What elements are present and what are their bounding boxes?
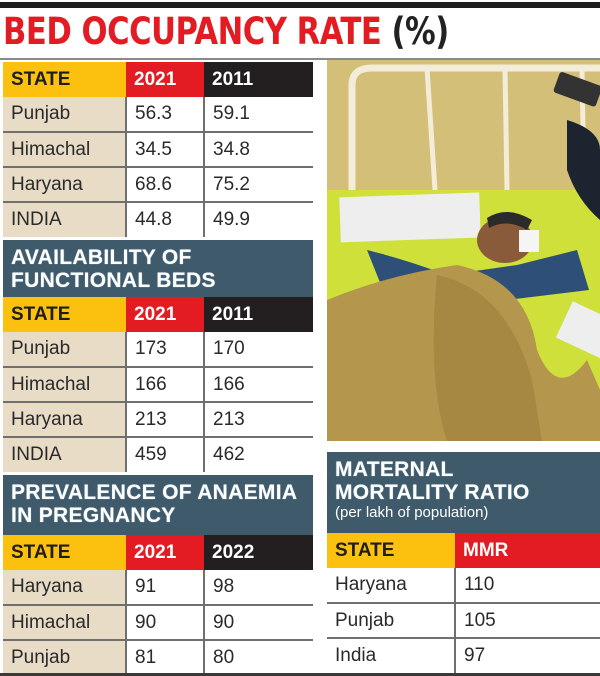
cell-value: 56.3: [126, 97, 205, 133]
table-header-row: STATE 2021 2011: [3, 62, 313, 97]
table-row: Himachal 90 90: [3, 605, 313, 641]
cell-value: 173: [126, 332, 205, 368]
column-header-year-1: 2021: [126, 535, 204, 570]
cell-state: Punjab: [3, 332, 127, 368]
column-header-mmr: MMR: [455, 533, 600, 568]
table-row: INDIA 44.8 49.9: [3, 202, 313, 237]
section-title-line-2: MORTALITY RATIO: [335, 481, 530, 504]
cell-value: 91: [126, 570, 205, 606]
column-header-year-2: 2011: [204, 297, 313, 332]
section-title-line-1: AVAILABILITY OF: [11, 246, 192, 269]
cell-state: Haryana: [3, 570, 127, 606]
column-header-state: STATE: [327, 533, 455, 568]
cell-value: 75.2: [204, 167, 313, 203]
cell-value: 90: [126, 605, 205, 641]
cell-value: 170: [204, 332, 313, 368]
cell-state: Punjab: [327, 603, 456, 639]
page-title: BED OCCUPANCY RATE (%): [3, 10, 449, 54]
functional-beds-table: AVAILABILITY OF FUNCTIONAL BEDS STATE 20…: [3, 240, 313, 472]
title-main: BED OCCUPANCY RATE: [3, 10, 382, 53]
section-header: PREVALENCE OF ANAEMIA IN PREGNANCY: [3, 475, 313, 535]
section-title-line-2: FUNCTIONAL BEDS: [11, 269, 216, 292]
table-row: Punjab 173 170: [3, 332, 313, 368]
column-header-state: STATE: [3, 62, 126, 97]
table-row: Punjab 56.3 59.1: [3, 97, 313, 133]
column-header-year-2: 2011: [204, 62, 313, 97]
section-subtitle: (per lakh of population): [335, 504, 489, 521]
cell-state: Himachal: [3, 367, 127, 403]
cell-value: 49.9: [213, 209, 250, 230]
table-row: Haryana 110: [327, 568, 600, 604]
maternal-mortality-table: MATERNAL MORTALITY RATIO (per lakh of po…: [327, 452, 600, 673]
column-header-year-2: 2022: [204, 535, 313, 570]
column-header-year-1: 2021: [126, 297, 204, 332]
table-header-row: STATE 2021 2011: [3, 297, 313, 332]
cell-state: INDIA: [3, 437, 127, 472]
column-header-state: STATE: [3, 297, 126, 332]
table-header-row: STATE 2021 2022: [3, 535, 313, 570]
table-row: Haryana 213 213: [3, 402, 313, 438]
title-unit: (%): [391, 10, 450, 53]
table-row: Himachal 34.5 34.8: [3, 132, 313, 168]
cell-state: Haryana: [3, 167, 127, 203]
cell-value: 110: [455, 568, 600, 604]
cell-value: 213: [204, 402, 313, 438]
cell-state: Himachal: [3, 132, 127, 168]
hospital-bed-photo: [327, 60, 600, 441]
cell-state: Haryana: [327, 568, 456, 604]
table-row: India 97: [327, 638, 600, 673]
cell-state: Punjab: [3, 97, 127, 133]
table-row: Punjab 81 80: [3, 640, 313, 675]
cell-value: 213: [126, 402, 205, 438]
table-row: Haryana 68.6 75.2: [3, 167, 313, 203]
photo-illustration: [327, 60, 600, 441]
cell-value: 68.6: [126, 167, 205, 203]
cell-state: Haryana: [3, 402, 127, 438]
cell-value: 59.1: [204, 97, 313, 133]
table-row: Himachal 166 166: [3, 367, 313, 403]
table-header-row: STATE MMR: [327, 533, 600, 568]
column-header-year-1: 2021: [126, 62, 204, 97]
anaemia-table: PREVALENCE OF ANAEMIA IN PREGNANCY STATE…: [3, 475, 313, 675]
cell-value: 105: [455, 603, 600, 639]
cell-value: 34.8: [204, 132, 313, 168]
cell-state: Punjab: [3, 640, 127, 675]
cell-state: INDIA: [3, 202, 127, 237]
section-title-line-2: IN PREGNANCY: [11, 504, 176, 527]
cell-value: 81: [126, 640, 205, 675]
cell-value: 80: [213, 647, 235, 668]
section-header: AVAILABILITY OF FUNCTIONAL BEDS: [3, 240, 313, 297]
section-title-line-1: PREVALENCE OF ANAEMIA: [11, 481, 298, 504]
title-divider: [0, 58, 600, 60]
cell-value: 459: [126, 437, 205, 472]
section-title-line-1: MATERNAL: [335, 458, 454, 481]
column-header-state: STATE: [3, 535, 126, 570]
cell-value: 166: [126, 367, 205, 403]
bottom-rule: [0, 673, 600, 676]
section-header: MATERNAL MORTALITY RATIO (per lakh of po…: [327, 452, 600, 533]
cell-value: 462: [213, 444, 245, 465]
table-row: Punjab 105: [327, 603, 600, 639]
top-rule: [0, 2, 600, 8]
cell-state: India: [327, 638, 456, 673]
bed-occupancy-table: STATE 2021 2011 Punjab 56.3 59.1 Himacha…: [3, 62, 313, 237]
cell-value: 44.8: [126, 202, 205, 237]
cell-value: 166: [204, 367, 313, 403]
table-row: Haryana 91 98: [3, 570, 313, 606]
cell-value: 97: [464, 645, 486, 666]
cell-state: Himachal: [3, 605, 127, 641]
cell-value: 34.5: [126, 132, 205, 168]
table-row: INDIA 459 462: [3, 437, 313, 472]
cell-value: 90: [204, 605, 313, 641]
cell-value: 98: [204, 570, 313, 606]
